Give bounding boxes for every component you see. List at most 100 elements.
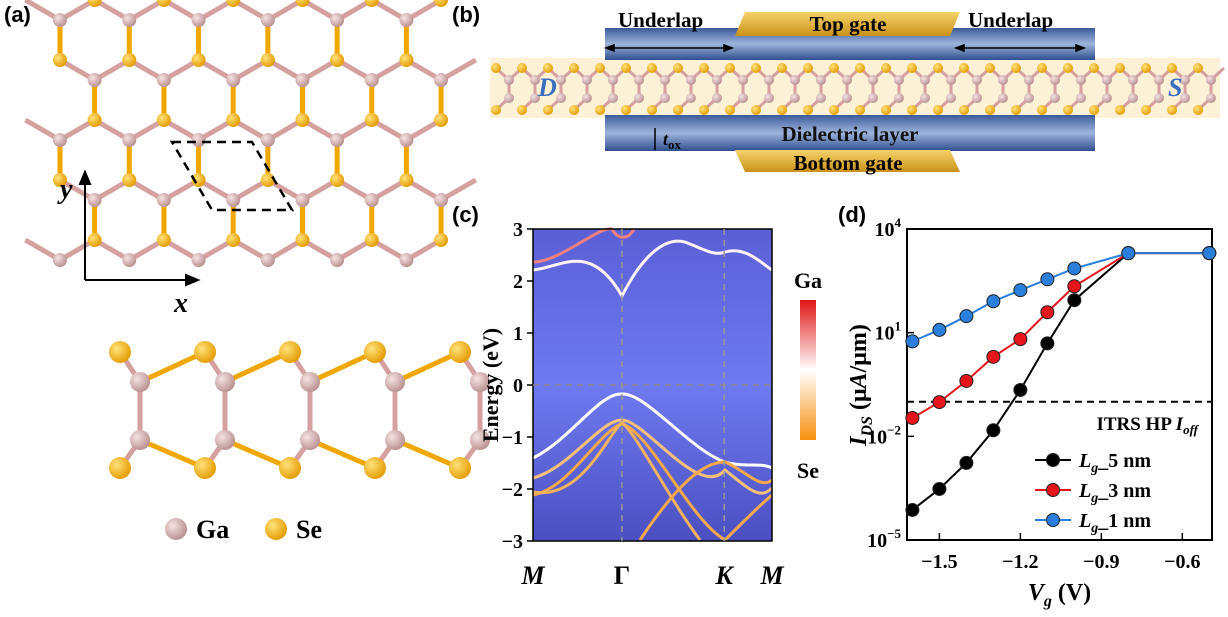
atom — [399, 53, 413, 67]
atom — [365, 73, 379, 87]
drain-label: D — [537, 73, 557, 102]
atom — [1167, 105, 1177, 115]
colorbar-top: Ga — [794, 268, 822, 293]
atom — [300, 372, 320, 392]
atom — [621, 105, 631, 115]
y-tick-label: 1 — [513, 323, 523, 345]
atom — [449, 341, 471, 363]
atom — [933, 63, 943, 73]
point — [906, 503, 919, 516]
atom — [226, 0, 240, 7]
atom — [1193, 63, 1203, 73]
axis-y-label: y — [57, 174, 73, 205]
y-axis-label: Energy (eV) — [478, 328, 503, 442]
atom — [738, 93, 748, 103]
atom — [673, 105, 683, 115]
x-tick-label: K — [715, 561, 735, 590]
atom — [504, 75, 514, 85]
point — [987, 295, 1000, 308]
atom — [53, 13, 67, 27]
atom — [88, 0, 102, 7]
atom — [725, 105, 735, 115]
atom — [434, 0, 448, 7]
panel-label: (c) — [452, 202, 479, 227]
atom — [699, 63, 709, 73]
atom — [109, 457, 131, 479]
atom — [712, 93, 722, 103]
point — [1068, 280, 1081, 293]
atom — [261, 53, 275, 67]
point — [1041, 306, 1054, 319]
source-label: S — [1168, 73, 1182, 102]
atom — [842, 75, 852, 85]
atom — [985, 63, 995, 73]
atom — [790, 75, 800, 85]
atom — [829, 63, 839, 73]
atom — [1167, 63, 1177, 73]
point — [906, 335, 919, 348]
y-tick-label: −2 — [502, 479, 523, 501]
legend-se: Se — [296, 515, 322, 544]
atom — [157, 0, 171, 7]
atom — [1011, 63, 1021, 73]
panel-label: (b) — [452, 2, 480, 27]
atom — [777, 63, 787, 73]
atom — [53, 133, 67, 147]
atom — [829, 105, 839, 115]
y-tick-label: −3 — [502, 531, 523, 553]
atom — [122, 53, 136, 67]
dielectric-label: Dielectric layer — [782, 122, 919, 146]
atom — [330, 53, 344, 67]
atom — [1089, 105, 1099, 115]
atom — [215, 430, 235, 450]
atom — [855, 105, 865, 115]
atom — [399, 133, 413, 147]
atom — [295, 0, 309, 7]
atom — [434, 233, 448, 247]
atom — [751, 63, 761, 73]
atom — [1115, 63, 1125, 73]
x-tick-label: −0.9 — [1083, 551, 1119, 573]
atom — [972, 93, 982, 103]
atom — [608, 93, 618, 103]
atom — [365, 0, 379, 7]
x-tick-label: −1.5 — [921, 551, 957, 573]
atom — [365, 233, 379, 247]
atom — [226, 73, 240, 87]
atom — [998, 75, 1008, 85]
atom — [569, 63, 579, 73]
atom — [300, 430, 320, 450]
atom — [122, 253, 136, 267]
atom — [504, 93, 514, 103]
point — [1068, 262, 1081, 275]
atom — [595, 105, 605, 115]
atom — [985, 105, 995, 115]
x-tick-label: M — [759, 561, 784, 590]
point — [933, 482, 946, 495]
atom — [385, 372, 405, 392]
atom — [647, 105, 657, 115]
legend-ga: Ga — [196, 515, 229, 544]
lattice-side-view — [109, 341, 490, 479]
atom — [434, 113, 448, 127]
atom — [399, 253, 413, 267]
atom — [295, 113, 309, 127]
point — [1014, 333, 1027, 346]
point — [960, 310, 973, 323]
atom — [399, 173, 413, 187]
atom — [660, 75, 670, 85]
atom — [279, 457, 301, 479]
atom — [920, 75, 930, 85]
atom — [803, 105, 813, 115]
plot-frame — [907, 229, 1212, 540]
atom — [330, 13, 344, 27]
y-tick-label: 0 — [513, 375, 523, 397]
point — [1014, 284, 1027, 297]
atom — [725, 63, 735, 73]
y-tick-label: 101 — [875, 319, 902, 345]
legend-label: Lg_1 nm — [1078, 510, 1151, 536]
atom — [192, 13, 206, 27]
atom — [816, 93, 826, 103]
atom — [1050, 93, 1060, 103]
y-tick-label: 10−5 — [867, 526, 901, 552]
